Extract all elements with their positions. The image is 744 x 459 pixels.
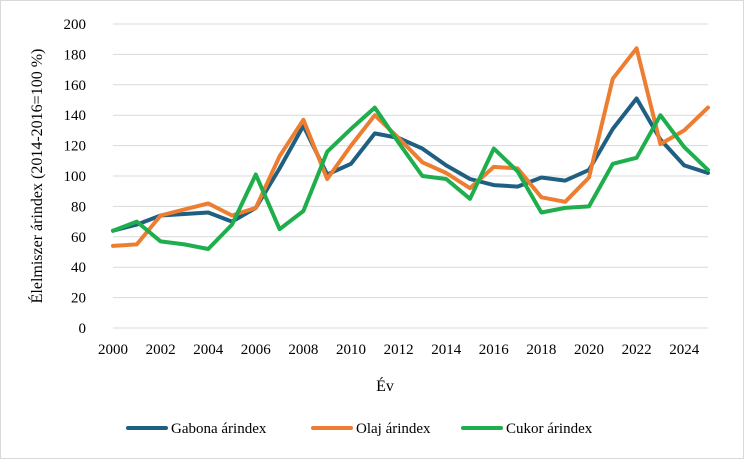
legend-label: Gabona árindex bbox=[171, 421, 267, 437]
x-tick-label: 2020 bbox=[574, 342, 604, 358]
x-tick-label: 2012 bbox=[384, 342, 414, 358]
y-tick-label: 140 bbox=[64, 108, 87, 124]
y-tick-label: 120 bbox=[64, 139, 87, 155]
x-tick-label: 2004 bbox=[193, 342, 224, 358]
series-line bbox=[111, 96, 710, 233]
series-lines bbox=[111, 46, 710, 251]
y-tick-label: 80 bbox=[71, 199, 86, 215]
gridlines bbox=[113, 23, 708, 299]
x-tick-label: 2010 bbox=[336, 342, 366, 358]
legend-label: Cukor árindex bbox=[506, 421, 593, 437]
x-tick-label: 2016 bbox=[479, 342, 510, 358]
y-tick-label: 160 bbox=[64, 78, 87, 94]
x-tick-label: 2000 bbox=[98, 342, 128, 358]
y-tick-label: 0 bbox=[79, 321, 87, 337]
x-tick-label: 2002 bbox=[146, 342, 176, 358]
y-tick-label: 100 bbox=[64, 169, 87, 185]
x-tick-label: 2024 bbox=[669, 342, 700, 358]
x-axis-title: Év bbox=[376, 376, 394, 395]
y-tick-label: 60 bbox=[71, 230, 86, 246]
y-tick-label: 180 bbox=[64, 47, 87, 63]
series-line bbox=[111, 46, 710, 248]
x-tick-label: 2006 bbox=[241, 342, 272, 358]
x-axis-ticks: 2000 2002 2004 2006 2008 2010 2012 2014 2016 2018… bbox=[98, 342, 700, 358]
y-tick-label: 20 bbox=[71, 291, 86, 307]
x-tick-label: 2022 bbox=[622, 342, 652, 358]
y-axis-ticks: 0 20 40 60 80 100 120 140 160 180 200 bbox=[64, 17, 87, 337]
x-tick-label: 2018 bbox=[526, 342, 556, 358]
legend-label: Olaj árindex bbox=[356, 421, 431, 437]
legend: Gabona árindex Olaj árindex Cukor árindex bbox=[126, 421, 593, 437]
y-tick-label: 200 bbox=[64, 17, 87, 33]
x-tick-label: 2014 bbox=[431, 342, 462, 358]
y-tick-label: 40 bbox=[71, 260, 86, 276]
x-tick-label: 2008 bbox=[288, 342, 318, 358]
y-axis-title: Élelmiszer árindex (2014-2016=100 %) bbox=[27, 49, 46, 304]
series-line bbox=[111, 105, 710, 251]
